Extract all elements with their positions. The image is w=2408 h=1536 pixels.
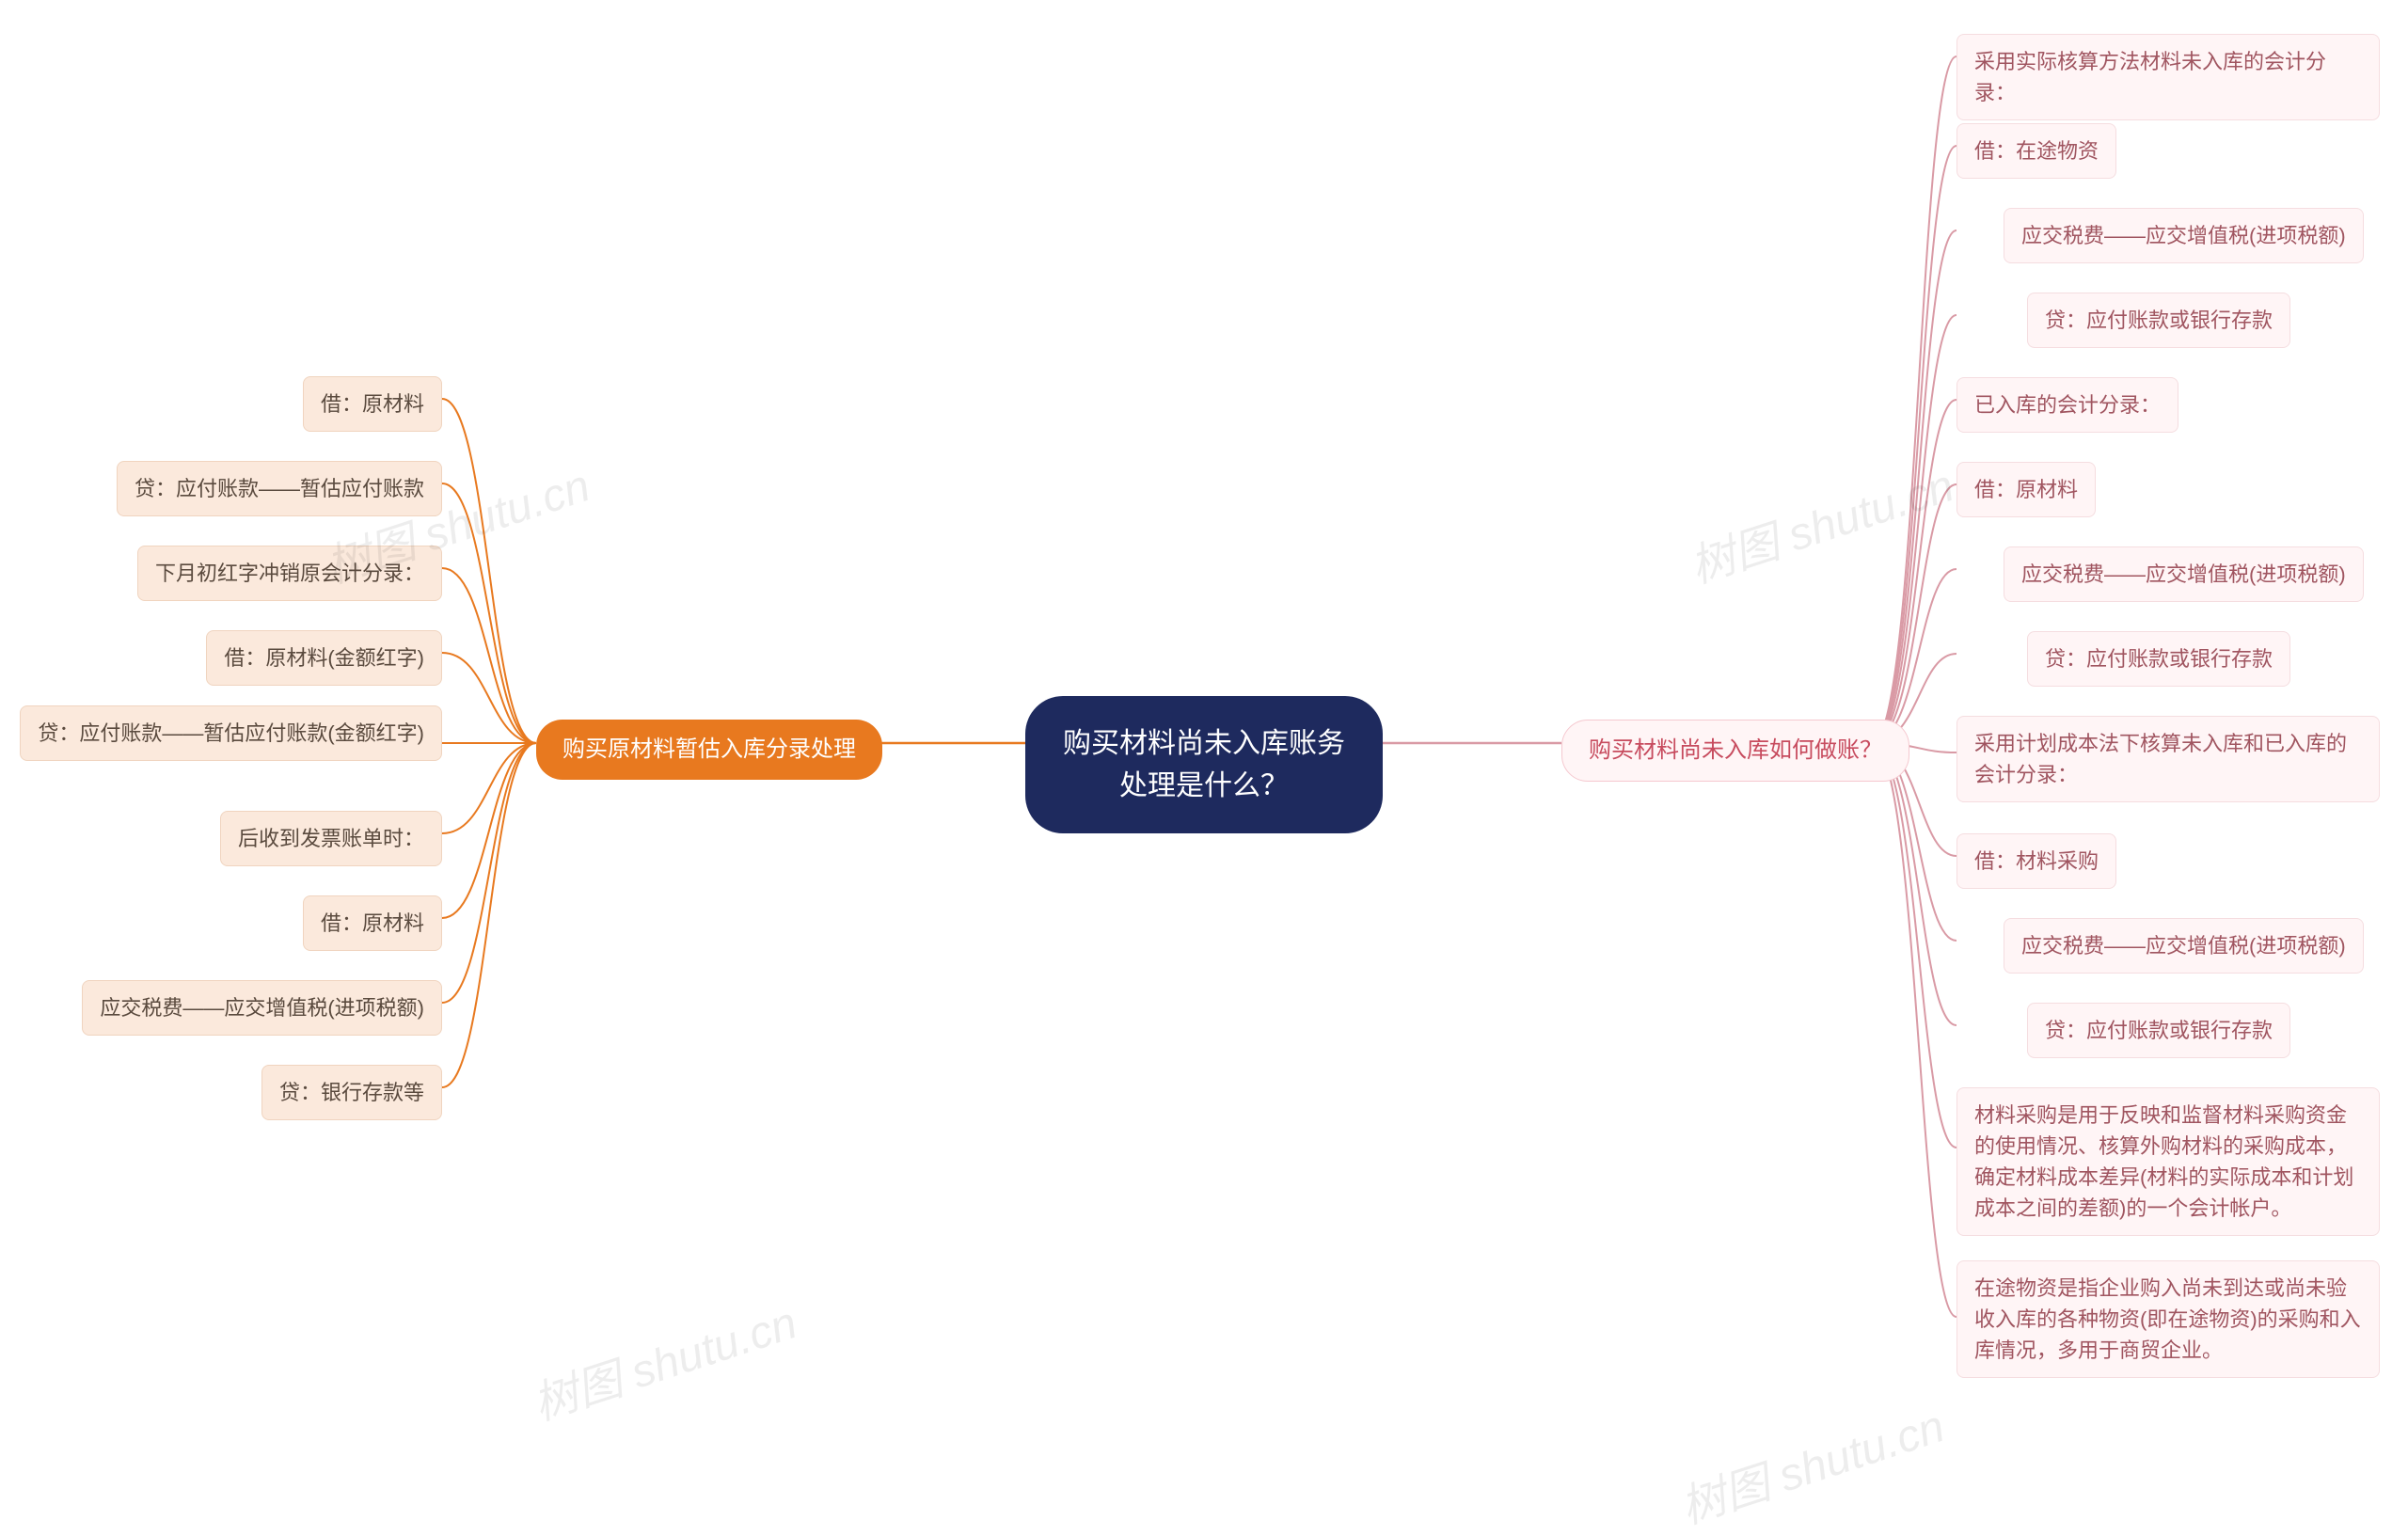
mindmap-canvas: 购买材料尚未入库账务处理是什么？ 购买原材料暂估入库分录处理 借：原材料 贷：应…: [0, 0, 2408, 1481]
branch-left-label: 购买原材料暂估入库分录处理: [562, 736, 856, 762]
right-leaf-1[interactable]: 借：在途物资: [1956, 123, 2116, 179]
branch-left[interactable]: 购买原材料暂估入库分录处理: [536, 720, 882, 780]
leaf-label: 采用实际核算方法材料未入库的会计分录：: [1974, 50, 2326, 104]
leaf-label: 应交税费——应交增值税(进项税额): [100, 996, 424, 1020]
left-leaf-5[interactable]: 后收到发票账单时：: [220, 811, 442, 866]
right-leaf-12[interactable]: 材料采购是用于反映和监督材料采购资金的使用情况、核算外购材料的采购成本，确定材料…: [1956, 1087, 2380, 1236]
leaf-label: 在途物资是指企业购入尚未到达或尚未验收入库的各种物资(即在途物资)的采购和入库情…: [1974, 1276, 2361, 1362]
right-leaf-5[interactable]: 借：原材料: [1956, 462, 2096, 517]
right-leaf-9[interactable]: 借：材料采购: [1956, 833, 2116, 889]
leaf-label: 借：原材料: [321, 392, 424, 416]
right-leaf-6[interactable]: 应交税费——应交增值税(进项税额): [2004, 546, 2364, 602]
left-leaf-0[interactable]: 借：原材料: [303, 376, 442, 432]
watermark: 树图 shutu.cn: [1680, 449, 1960, 595]
left-leaf-6[interactable]: 借：原材料: [303, 895, 442, 951]
root-label: 购买材料尚未入库账务处理是什么？: [1063, 728, 1345, 801]
right-leaf-7[interactable]: 贷：应付账款或银行存款: [2027, 631, 2290, 687]
leaf-label: 应交税费——应交增值税(进项税额): [2021, 934, 2346, 958]
leaf-label: 已入库的会计分录：: [1974, 393, 2161, 417]
left-leaf-1[interactable]: 贷：应付账款——暂估应付账款: [117, 461, 442, 516]
leaf-label: 采用计划成本法下核算未入库和已入库的会计分录：: [1974, 732, 2347, 786]
leaf-label: 应交税费——应交增值税(进项税额): [2021, 224, 2346, 247]
leaf-label: 贷：应付账款或银行存款: [2045, 647, 2273, 671]
leaf-label: 材料采购是用于反映和监督材料采购资金的使用情况、核算外购材料的采购成本，确定材料…: [1974, 1103, 2353, 1220]
right-leaf-8[interactable]: 采用计划成本法下核算未入库和已入库的会计分录：: [1956, 716, 2380, 802]
watermark: 树图 shutu.cn: [1671, 1389, 1951, 1536]
watermark: 树图 shutu.cn: [523, 1286, 803, 1433]
left-leaf-8[interactable]: 贷：银行存款等: [261, 1065, 442, 1120]
right-leaf-10[interactable]: 应交税费——应交增值税(进项税额): [2004, 918, 2364, 974]
leaf-label: 贷：应付账款或银行存款: [2045, 1019, 2273, 1042]
leaf-label: 借：在途物资: [1974, 139, 2099, 163]
left-leaf-2[interactable]: 下月初红字冲销原会计分录：: [137, 546, 442, 601]
leaf-label: 应交税费——应交增值税(进项税额): [2021, 562, 2346, 586]
left-leaf-4[interactable]: 贷：应付账款——暂估应付账款(金额红字): [20, 705, 442, 761]
right-leaf-2[interactable]: 应交税费——应交增值税(进项税额): [2004, 208, 2364, 263]
root-node[interactable]: 购买材料尚未入库账务处理是什么？: [1025, 696, 1383, 833]
leaf-label: 贷：银行存款等: [279, 1081, 424, 1104]
leaf-label: 后收到发票账单时：: [238, 827, 424, 850]
right-leaf-13[interactable]: 在途物资是指企业购入尚未到达或尚未验收入库的各种物资(即在途物资)的采购和入库情…: [1956, 1260, 2380, 1378]
right-leaf-0[interactable]: 采用实际核算方法材料未入库的会计分录：: [1956, 34, 2380, 120]
right-leaf-4[interactable]: 已入库的会计分录：: [1956, 377, 2178, 433]
leaf-label: 贷：应付账款——暂估应付账款: [135, 477, 424, 500]
leaf-label: 贷：应付账款或银行存款: [2045, 309, 2273, 332]
branch-right[interactable]: 购买材料尚未入库如何做账？: [1561, 720, 1909, 782]
leaf-label: 借：原材料: [321, 911, 424, 935]
leaf-label: 贷：应付账款——暂估应付账款(金额红字): [38, 721, 424, 745]
leaf-label: 借：材料采购: [1974, 849, 2099, 873]
leaf-label: 下月初红字冲销原会计分录：: [155, 562, 424, 585]
branch-right-label: 购买材料尚未入库如何做账？: [1589, 737, 1882, 763]
leaf-label: 借：原材料: [1974, 478, 2078, 501]
leaf-label: 借：原材料(金额红字): [224, 646, 424, 670]
right-leaf-3[interactable]: 贷：应付账款或银行存款: [2027, 293, 2290, 348]
left-leaf-7[interactable]: 应交税费——应交增值税(进项税额): [82, 980, 442, 1036]
left-leaf-3[interactable]: 借：原材料(金额红字): [206, 630, 442, 686]
right-leaf-11[interactable]: 贷：应付账款或银行存款: [2027, 1003, 2290, 1058]
